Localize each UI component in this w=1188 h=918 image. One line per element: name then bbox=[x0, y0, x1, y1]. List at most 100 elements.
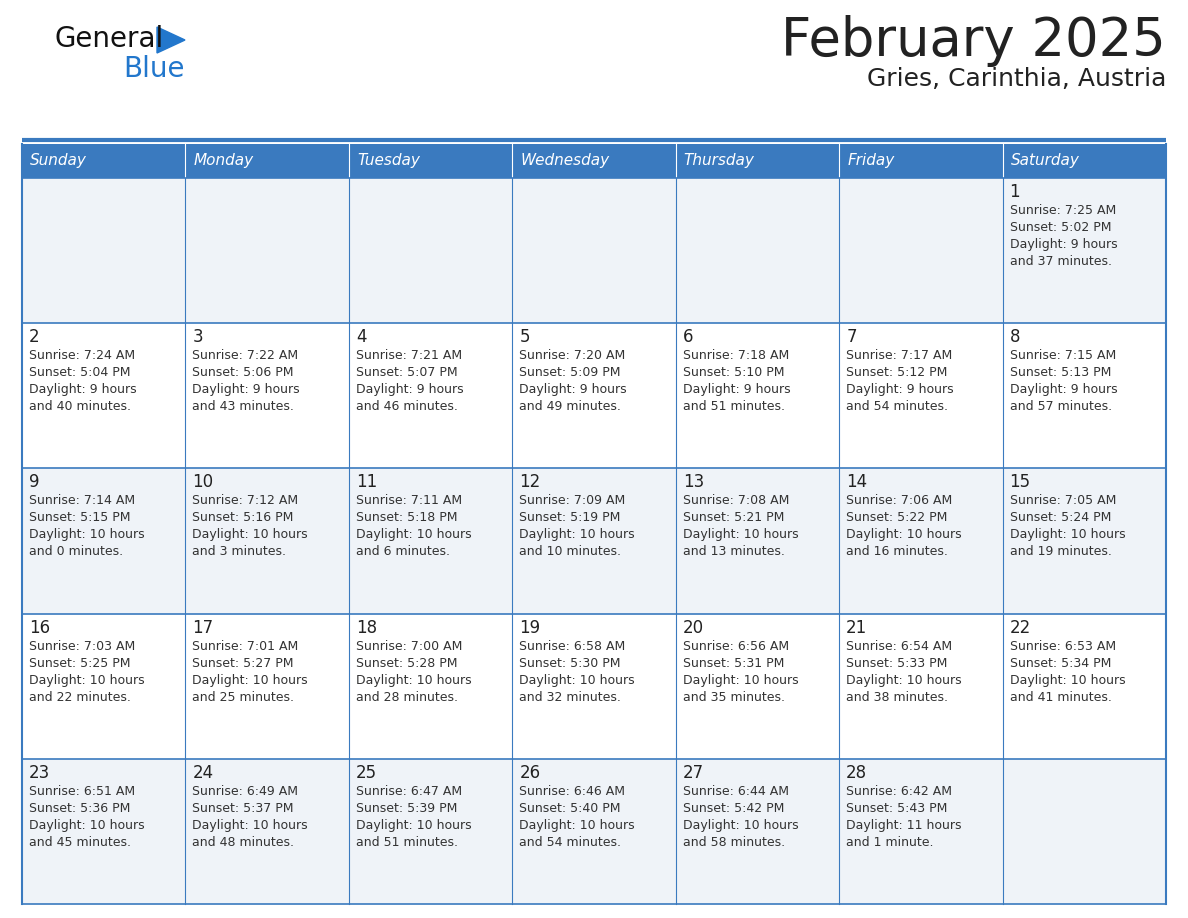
Bar bbox=[839, 759, 1003, 904]
Bar bbox=[839, 144, 1003, 178]
Text: Sunrise: 7:20 AM: Sunrise: 7:20 AM bbox=[519, 349, 626, 363]
Bar bbox=[23, 759, 185, 904]
Text: Sunrise: 7:14 AM: Sunrise: 7:14 AM bbox=[29, 495, 135, 508]
Bar bbox=[349, 178, 512, 323]
Text: Sunset: 5:25 PM: Sunset: 5:25 PM bbox=[29, 656, 131, 669]
Text: Sunrise: 6:53 AM: Sunrise: 6:53 AM bbox=[1010, 640, 1116, 653]
Text: 12: 12 bbox=[519, 474, 541, 491]
Text: Daylight: 10 hours: Daylight: 10 hours bbox=[846, 674, 962, 687]
Text: Saturday: Saturday bbox=[1011, 153, 1080, 169]
Text: Sunrise: 7:05 AM: Sunrise: 7:05 AM bbox=[1010, 495, 1116, 508]
Bar bbox=[1003, 144, 1165, 178]
Text: 4: 4 bbox=[356, 329, 366, 346]
Text: Sunrise: 7:22 AM: Sunrise: 7:22 AM bbox=[192, 349, 298, 363]
Text: Wednesday: Wednesday bbox=[520, 153, 609, 169]
Bar bbox=[185, 613, 349, 759]
Text: Daylight: 9 hours: Daylight: 9 hours bbox=[29, 383, 137, 397]
Text: Daylight: 9 hours: Daylight: 9 hours bbox=[192, 383, 301, 397]
Text: Thursday: Thursday bbox=[684, 153, 754, 169]
Text: 17: 17 bbox=[192, 619, 214, 636]
Text: Daylight: 10 hours: Daylight: 10 hours bbox=[29, 529, 145, 542]
Text: 22: 22 bbox=[1010, 619, 1031, 636]
Bar bbox=[1003, 178, 1165, 323]
Text: Sunset: 5:24 PM: Sunset: 5:24 PM bbox=[1010, 511, 1111, 524]
Text: Sunset: 5:39 PM: Sunset: 5:39 PM bbox=[356, 801, 457, 815]
Bar bbox=[23, 323, 185, 468]
Bar bbox=[185, 178, 349, 323]
Text: and 19 minutes.: and 19 minutes. bbox=[1010, 545, 1112, 558]
Text: Daylight: 10 hours: Daylight: 10 hours bbox=[356, 819, 472, 832]
Text: Sunrise: 7:09 AM: Sunrise: 7:09 AM bbox=[519, 495, 626, 508]
Text: Sunrise: 7:17 AM: Sunrise: 7:17 AM bbox=[846, 349, 953, 363]
Text: Daylight: 9 hours: Daylight: 9 hours bbox=[356, 383, 463, 397]
Text: and 22 minutes.: and 22 minutes. bbox=[29, 690, 131, 703]
Text: Gries, Carinthia, Austria: Gries, Carinthia, Austria bbox=[866, 67, 1165, 91]
Text: 3: 3 bbox=[192, 329, 203, 346]
Text: Sunset: 5:37 PM: Sunset: 5:37 PM bbox=[192, 801, 293, 815]
Text: and 57 minutes.: and 57 minutes. bbox=[1010, 400, 1112, 413]
Text: Sunset: 5:10 PM: Sunset: 5:10 PM bbox=[683, 366, 784, 379]
Text: Sunset: 5:30 PM: Sunset: 5:30 PM bbox=[519, 656, 621, 669]
Bar bbox=[512, 613, 676, 759]
Text: and 16 minutes.: and 16 minutes. bbox=[846, 545, 948, 558]
Bar bbox=[512, 144, 676, 178]
Text: Sunset: 5:34 PM: Sunset: 5:34 PM bbox=[1010, 656, 1111, 669]
Text: and 54 minutes.: and 54 minutes. bbox=[519, 835, 621, 849]
Text: Daylight: 9 hours: Daylight: 9 hours bbox=[683, 383, 790, 397]
Bar bbox=[676, 323, 839, 468]
Bar bbox=[676, 144, 839, 178]
Bar bbox=[676, 759, 839, 904]
Text: 10: 10 bbox=[192, 474, 214, 491]
Bar bbox=[185, 468, 349, 613]
Text: and 49 minutes.: and 49 minutes. bbox=[519, 400, 621, 413]
Text: Sunrise: 6:47 AM: Sunrise: 6:47 AM bbox=[356, 785, 462, 798]
Text: 25: 25 bbox=[356, 764, 377, 782]
Text: Sunrise: 7:12 AM: Sunrise: 7:12 AM bbox=[192, 495, 298, 508]
Text: Blue: Blue bbox=[124, 55, 184, 83]
Text: and 54 minutes.: and 54 minutes. bbox=[846, 400, 948, 413]
Text: Sunset: 5:19 PM: Sunset: 5:19 PM bbox=[519, 511, 620, 524]
Text: Sunset: 5:28 PM: Sunset: 5:28 PM bbox=[356, 656, 457, 669]
Bar bbox=[512, 323, 676, 468]
Text: Sunset: 5:13 PM: Sunset: 5:13 PM bbox=[1010, 366, 1111, 379]
Text: Sunrise: 7:18 AM: Sunrise: 7:18 AM bbox=[683, 349, 789, 363]
Text: and 37 minutes.: and 37 minutes. bbox=[1010, 255, 1112, 268]
Text: Daylight: 10 hours: Daylight: 10 hours bbox=[29, 674, 145, 687]
Text: 11: 11 bbox=[356, 474, 377, 491]
Text: 23: 23 bbox=[29, 764, 50, 782]
Text: and 13 minutes.: and 13 minutes. bbox=[683, 545, 784, 558]
Text: Sunset: 5:31 PM: Sunset: 5:31 PM bbox=[683, 656, 784, 669]
Bar bbox=[349, 323, 512, 468]
Text: Daylight: 10 hours: Daylight: 10 hours bbox=[1010, 674, 1125, 687]
Bar bbox=[512, 178, 676, 323]
Text: Sunrise: 6:49 AM: Sunrise: 6:49 AM bbox=[192, 785, 298, 798]
Text: 28: 28 bbox=[846, 764, 867, 782]
Text: Sunset: 5:12 PM: Sunset: 5:12 PM bbox=[846, 366, 948, 379]
Text: Tuesday: Tuesday bbox=[356, 153, 419, 169]
Text: 9: 9 bbox=[29, 474, 39, 491]
Text: and 58 minutes.: and 58 minutes. bbox=[683, 835, 785, 849]
Bar bbox=[839, 468, 1003, 613]
Text: Sunrise: 6:44 AM: Sunrise: 6:44 AM bbox=[683, 785, 789, 798]
Bar bbox=[185, 144, 349, 178]
Text: 21: 21 bbox=[846, 619, 867, 636]
Text: 15: 15 bbox=[1010, 474, 1031, 491]
Bar bbox=[676, 178, 839, 323]
Text: 18: 18 bbox=[356, 619, 377, 636]
Bar bbox=[23, 144, 185, 178]
Text: Sunset: 5:33 PM: Sunset: 5:33 PM bbox=[846, 656, 948, 669]
Text: Sunrise: 7:08 AM: Sunrise: 7:08 AM bbox=[683, 495, 789, 508]
Text: Sunrise: 6:56 AM: Sunrise: 6:56 AM bbox=[683, 640, 789, 653]
Text: Sunrise: 7:11 AM: Sunrise: 7:11 AM bbox=[356, 495, 462, 508]
Text: Daylight: 10 hours: Daylight: 10 hours bbox=[519, 529, 634, 542]
Bar bbox=[839, 323, 1003, 468]
Text: Sunrise: 7:24 AM: Sunrise: 7:24 AM bbox=[29, 349, 135, 363]
Text: 16: 16 bbox=[29, 619, 50, 636]
Text: 5: 5 bbox=[519, 329, 530, 346]
Text: 2: 2 bbox=[29, 329, 39, 346]
Text: and 48 minutes.: and 48 minutes. bbox=[192, 835, 295, 849]
Text: February 2025: February 2025 bbox=[782, 15, 1165, 67]
Text: Daylight: 9 hours: Daylight: 9 hours bbox=[1010, 238, 1117, 251]
Bar bbox=[349, 144, 512, 178]
Text: Sunset: 5:07 PM: Sunset: 5:07 PM bbox=[356, 366, 457, 379]
